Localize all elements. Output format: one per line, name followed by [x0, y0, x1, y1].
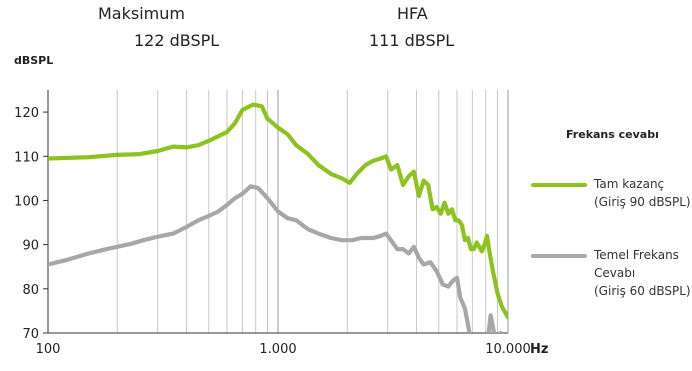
series-line-full-gain [48, 102, 508, 320]
legend-title: Frekans cevabı [566, 128, 659, 141]
x-tick-label: 100 [36, 342, 61, 357]
legend-sub-full-gain: (Giriş 90 dBSPL) [594, 195, 691, 209]
max-value: 122 dBSPL [134, 31, 220, 50]
series-line-basic-response [48, 184, 503, 333]
x-axis-unit: Hz [530, 342, 548, 357]
y-axis-title: dBSPL [14, 54, 54, 67]
legend-label-basic-response-2: Cevabı [594, 266, 636, 280]
legend-label-full-gain: Tam kazanç [594, 177, 665, 191]
y-tick-label: 80 [22, 283, 39, 298]
y-tick-label: 100 [14, 194, 39, 209]
legend-swatch-full-gain [531, 183, 587, 187]
x-tick-label: 1.000 [259, 342, 296, 357]
legend-swatch-basic-response [531, 254, 587, 258]
max-label: Maksimum [98, 4, 185, 23]
legend-sub-basic-response: (Giriş 60 dBSPL) [594, 284, 691, 298]
hfa-label: HFA [397, 4, 428, 23]
y-tick-label: 120 [14, 106, 39, 121]
y-tick-label: 110 [14, 150, 39, 165]
hfa-value: 111 dBSPL [369, 31, 455, 50]
y-tick-label: 90 [22, 239, 39, 254]
legend-label-basic-response-1: Temel Frekans [594, 248, 679, 262]
y-tick-label: 70 [22, 327, 39, 342]
x-tick-label: 10.000 [485, 342, 531, 357]
